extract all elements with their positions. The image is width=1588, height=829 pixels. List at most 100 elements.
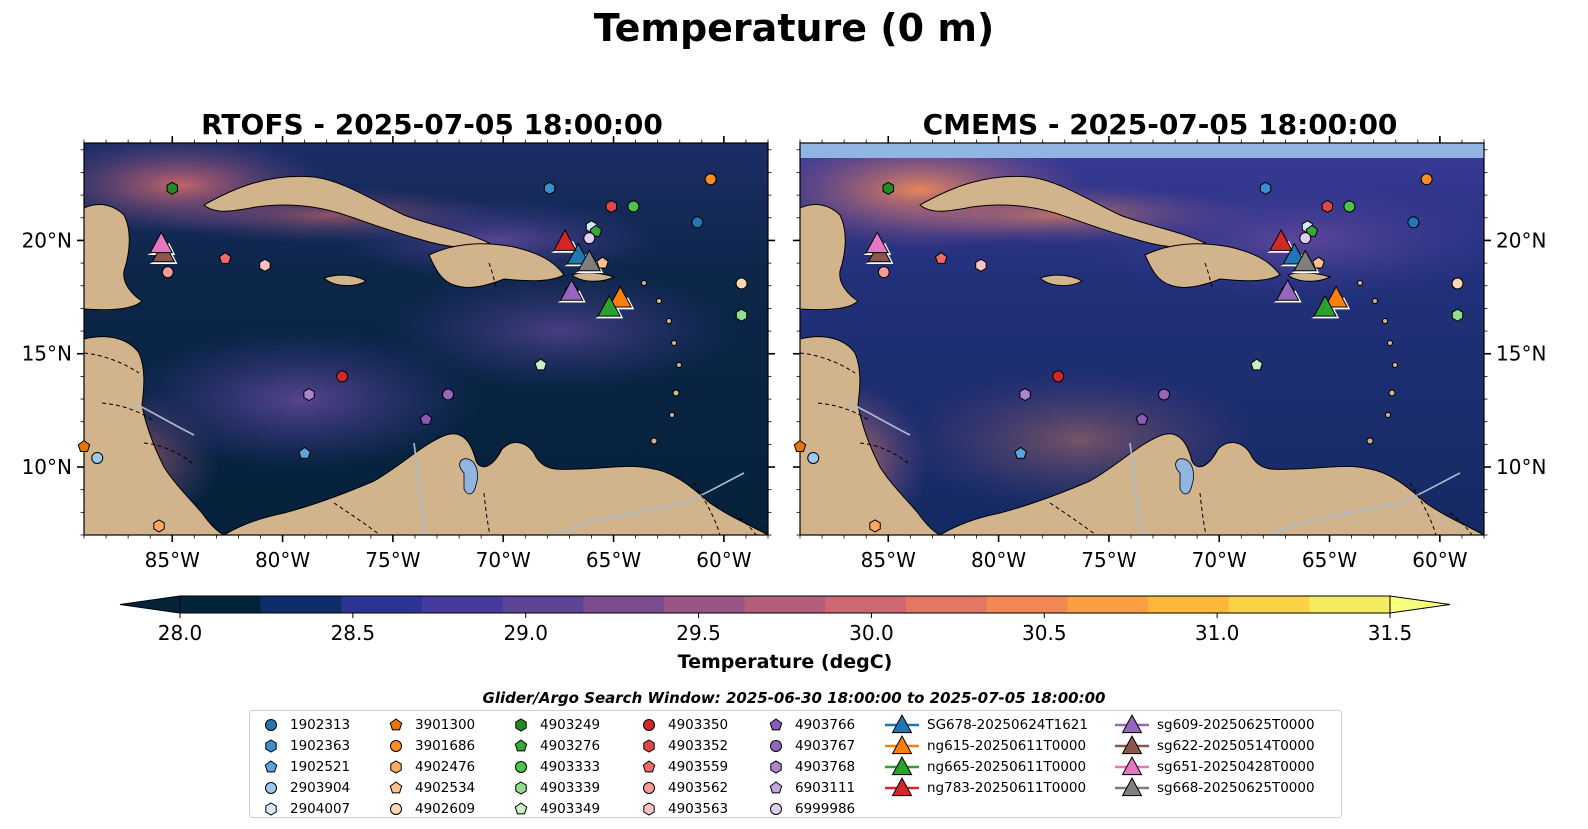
argo-marker-4902534 — [1312, 256, 1325, 269]
legend-item: 4903559 — [638, 756, 728, 777]
figure-canvas: 85°W 80°W 75°W 70°W 65°W 60°W 20°N 15°N 10°N 85°W… — [22, 136, 1546, 673]
glider-marker-ng783-20250611T0000 — [1269, 228, 1293, 251]
legend-shape — [515, 781, 527, 795]
colorbar-tick-label: 31.5 — [1368, 621, 1413, 645]
glider-marker-ng783-20250611T0000 — [553, 228, 577, 251]
colorbar-segment — [906, 596, 988, 613]
argo-marker-4903349 — [534, 358, 548, 371]
legend-marker-symbol — [643, 719, 655, 731]
colorbar-tick-label: 30.0 — [849, 621, 894, 645]
legend-shape — [769, 781, 783, 794]
legend-label: sg668-20250625T0000 — [1157, 779, 1315, 796]
x-tick-label: 70°W — [476, 548, 531, 572]
colorbar-segment — [502, 596, 584, 613]
legend-triangle — [1121, 777, 1143, 797]
argo-marker-4903350 — [336, 370, 349, 383]
legend-glider-symbol — [1115, 735, 1149, 755]
x-tick-label: 85°W — [861, 548, 916, 572]
argo-marker-4903563 — [975, 258, 987, 272]
argo-marker-4903249 — [166, 181, 178, 195]
legend-shape — [515, 761, 527, 773]
legend-glider-symbol — [1115, 714, 1149, 734]
x-tick-label: 75°W — [365, 548, 420, 572]
argo-marker-4902534 — [596, 256, 609, 269]
legend-item: 4903333 — [510, 756, 600, 777]
glider-marker-SG678-20250624T1621 — [566, 242, 591, 265]
legend-label: 4903768 — [795, 758, 856, 775]
legend-label: 4903766 — [795, 716, 856, 733]
legend-label: 4903350 — [668, 716, 729, 733]
colorbar-segment — [583, 596, 665, 613]
legend-label: 4903767 — [795, 737, 856, 754]
glider-marker-ng615-20250611T0000 — [1324, 285, 1349, 308]
legend-marker-symbol — [514, 802, 528, 815]
legend-glider-symbol — [885, 756, 919, 776]
legend-item: 4902476 — [385, 756, 475, 777]
glider-marker-ng665-20250611T0000 — [597, 294, 621, 317]
legend-glider-symbol — [1115, 756, 1149, 776]
legend-item: sg668-20250625T0000 — [1115, 777, 1315, 798]
argo-marker-4903559 — [934, 251, 948, 264]
legend-marker-symbol — [390, 803, 402, 815]
legend-marker-symbol — [515, 718, 527, 732]
x-tick-label: 60°W — [696, 548, 751, 572]
legend-triangle — [891, 735, 913, 755]
legend-item: 4903766 — [765, 714, 855, 735]
legend-triangle — [1121, 756, 1143, 776]
legend-item: 4903350 — [638, 714, 728, 735]
legend-item: sg609-20250625T0000 — [1115, 714, 1315, 735]
legend-label: 3901300 — [415, 716, 476, 733]
legend-item: 1902363 — [260, 735, 350, 756]
argo-marker-1902313 — [691, 216, 704, 229]
legend-shape — [642, 760, 656, 773]
axis-ticks: 85°W 80°W 75°W 70°W 65°W 60°W 20°N 15°N 10°N 85°W… — [22, 136, 1546, 572]
colorbar-segment — [744, 596, 826, 613]
legend-marker-symbol — [264, 760, 278, 773]
argo-marker-4903563 — [259, 258, 271, 272]
legend-shape — [770, 803, 782, 815]
legend-label: 4902534 — [415, 779, 476, 796]
y-tick-label: 20°N — [22, 228, 72, 252]
legend-label: 6903111 — [795, 779, 856, 796]
legend-marker-symbol — [770, 803, 782, 815]
legend-marker-symbol — [514, 739, 528, 752]
legend-label: 4902609 — [415, 800, 476, 817]
legend-item: 6903111 — [765, 777, 855, 798]
legend-triangle — [1121, 735, 1143, 755]
rtofs-frame — [83, 142, 769, 536]
legend-label: 2903904 — [290, 779, 351, 796]
argo-marker-4903339 — [1451, 308, 1464, 322]
colorbar-label: Temperature (degC) — [678, 651, 893, 673]
argo-marker-4903768 — [303, 387, 315, 402]
argo-marker-3901686 — [1420, 173, 1433, 186]
legend-triangle — [1121, 714, 1143, 734]
legend-shape — [769, 718, 783, 731]
colorbar-tick-label: 29.0 — [503, 621, 548, 645]
legend-shape — [514, 739, 528, 752]
legend-item: 4903768 — [765, 756, 855, 777]
legend-shape — [514, 802, 528, 815]
colorbar-extend-high — [1389, 595, 1451, 614]
legend-glider-symbol — [1115, 777, 1149, 797]
glider-marker-ng615-20250611T0000 — [608, 285, 633, 308]
glider-marker-sg651-20250428T0000 — [865, 231, 890, 254]
legend: 1902313 1902363 1902521 2903904 2904007 39013… — [249, 710, 1342, 818]
argo-marker-4903349 — [1250, 358, 1264, 371]
legend-item: 1902521 — [260, 756, 350, 777]
colorbar-segment — [664, 596, 746, 613]
legend-label: 4903249 — [540, 716, 601, 733]
glider-marker-sg668-20250625T0000 — [1293, 249, 1318, 272]
colorbar-segment — [341, 596, 423, 613]
colorbar-segment — [1148, 596, 1230, 613]
colorbar-segment — [1309, 596, 1391, 613]
figure-suptitle: Temperature (0 m) — [593, 6, 995, 50]
legend-shape — [390, 760, 402, 774]
colorbar-segment — [986, 596, 1068, 613]
legend-marker-symbol — [643, 739, 655, 753]
legend-marker-symbol — [769, 718, 783, 731]
legend-label: 3901686 — [415, 737, 476, 754]
legend-item: 4903562 — [638, 777, 728, 798]
legend-shape — [643, 782, 655, 794]
legend-shape — [770, 760, 782, 774]
float-markers — [77, 173, 1464, 533]
